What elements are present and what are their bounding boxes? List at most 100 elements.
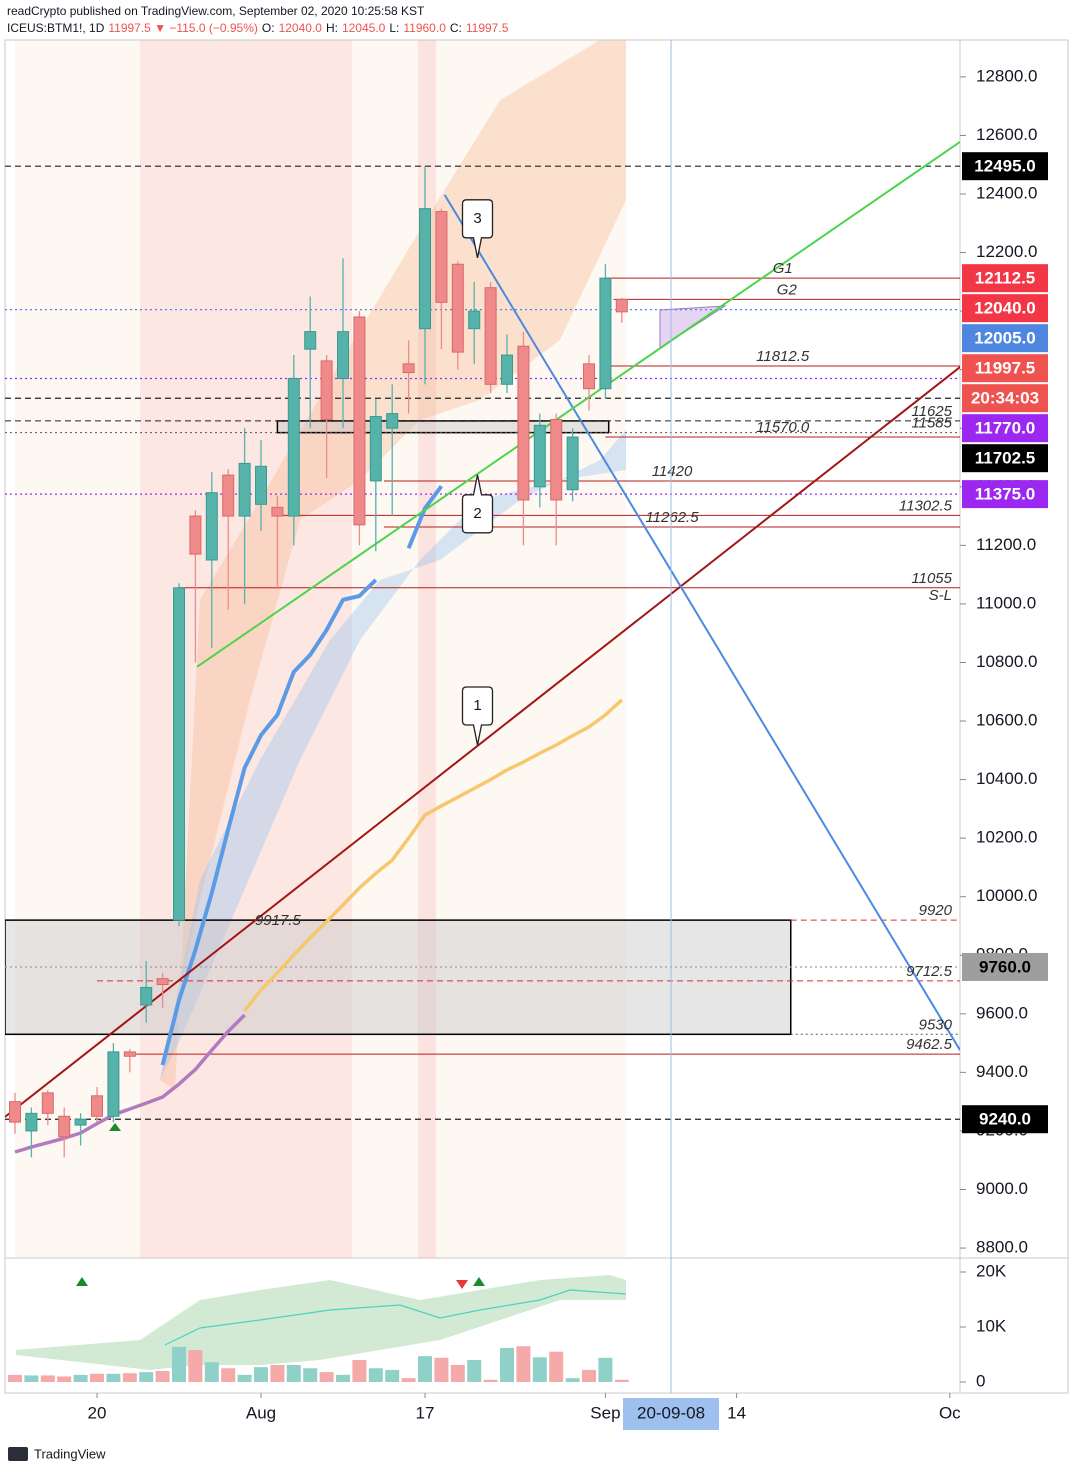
candle-body — [337, 331, 350, 379]
price-badge-label: 11375.0 — [975, 485, 1036, 504]
candle-body — [501, 354, 514, 385]
x-tick-label: Sep — [590, 1403, 620, 1422]
callout — [461, 474, 494, 534]
level-label: 9712.5 — [906, 963, 953, 980]
volume-bar — [139, 1372, 154, 1382]
volume-bar — [368, 1368, 383, 1383]
watermark: TradingView — [8, 1446, 106, 1461]
price-badge — [962, 294, 1048, 323]
price-badge-label: 20:34:03 — [971, 389, 1039, 408]
level-label: G1 — [773, 260, 793, 277]
candle-body — [386, 413, 399, 429]
volume-bar — [500, 1347, 515, 1383]
volume-bar — [336, 1374, 351, 1382]
candle-body — [517, 345, 530, 501]
plot-area — [5, 141, 960, 1158]
volume-bar — [204, 1362, 219, 1382]
level-label: G2 — [777, 281, 798, 298]
price-badge-label: 9760.0 — [979, 957, 1031, 976]
price-badge-label: 11702.5 — [975, 449, 1036, 468]
trendline — [443, 194, 960, 1051]
volume-bar — [172, 1346, 187, 1382]
volume-bar — [549, 1351, 564, 1383]
candle-body — [583, 363, 596, 390]
price-badge — [962, 264, 1048, 293]
callout — [461, 686, 494, 746]
volume-bar — [434, 1357, 449, 1383]
candle-body — [173, 587, 186, 921]
signal-up — [76, 1277, 88, 1286]
level-label: 11570.0 — [756, 419, 810, 436]
volume-tick-label: 20K — [976, 1261, 1007, 1280]
candle-body — [140, 986, 153, 1006]
price-badge-label: 11997.5 — [975, 359, 1036, 378]
volume-bar — [532, 1357, 547, 1382]
candle-body — [123, 1051, 136, 1057]
watermark-text: TradingView — [34, 1446, 106, 1461]
volume-bar — [467, 1360, 482, 1383]
level-label: 9530 — [919, 1016, 953, 1033]
candle-body — [74, 1118, 87, 1126]
background — [15, 40, 626, 1258]
candle-body — [9, 1101, 22, 1123]
crosshair-badge — [623, 1398, 720, 1430]
y-tick-label: 9000.0 — [976, 1179, 1028, 1198]
indicator-line — [243, 698, 624, 1012]
callout-label: 1 — [473, 697, 481, 714]
quote-part: L: — [389, 21, 399, 35]
x-tick-label: 17 — [416, 1403, 435, 1422]
y-tick-label: 10200.0 — [976, 828, 1037, 847]
volume-bar — [221, 1368, 236, 1383]
volume-bar — [155, 1371, 170, 1382]
candle-body — [189, 515, 202, 555]
price-badge-label: 9240.0 — [979, 1110, 1031, 1129]
volume-bar — [40, 1375, 55, 1383]
candle-body — [287, 377, 300, 517]
price-badge — [962, 952, 1048, 981]
volume-bar — [286, 1364, 301, 1383]
volume-bar — [516, 1346, 531, 1383]
y-tick-label: 10800.0 — [976, 652, 1037, 671]
volume-bar — [319, 1372, 334, 1382]
quote-part: O: — [262, 21, 275, 35]
candle-body — [353, 316, 366, 526]
candle-body — [566, 436, 579, 491]
candle-body — [451, 263, 464, 353]
candle-body — [419, 208, 432, 330]
candle-body — [533, 424, 546, 488]
y-tick-label: 12800.0 — [976, 66, 1037, 85]
candle-body — [255, 465, 268, 505]
level-label: 9462.5 — [906, 1036, 953, 1053]
volume-bar — [450, 1364, 465, 1383]
price-badge — [962, 384, 1048, 413]
volume-cloud — [16, 1275, 626, 1370]
volume-bar — [90, 1373, 105, 1382]
crosshair-label: 20-09-08 — [637, 1403, 705, 1422]
candle-body — [402, 363, 415, 374]
candle-body — [107, 1051, 120, 1117]
level-label: 11585 — [911, 415, 952, 432]
level-label: 11302.5 — [899, 497, 953, 514]
x-tick-label: Oc — [939, 1403, 961, 1422]
y-tick-label: 9600.0 — [976, 1003, 1028, 1022]
price-badge — [962, 152, 1048, 181]
level-label: 11055 — [911, 570, 952, 587]
y-tick-label: 11200.0 — [976, 535, 1036, 554]
price-badge — [962, 1105, 1048, 1134]
level-note: S-L — [929, 587, 952, 604]
x-tick-label: 14 — [727, 1403, 746, 1422]
trendline — [5, 366, 960, 1118]
volume-bar — [24, 1375, 39, 1383]
candle-body — [91, 1095, 104, 1117]
price-badge — [962, 480, 1048, 509]
quote-part: 12045.0 — [342, 21, 386, 35]
quote-part: 11960.0 — [403, 21, 446, 35]
volume-bar — [270, 1364, 285, 1383]
volume-indicator — [164, 1289, 627, 1346]
volume-bar — [483, 1379, 498, 1382]
y-tick-label: 8800.0 — [976, 1238, 1028, 1257]
candle-body — [156, 978, 169, 986]
candle-body — [238, 462, 251, 517]
candle-body — [320, 360, 333, 420]
volume-bar — [122, 1373, 137, 1383]
